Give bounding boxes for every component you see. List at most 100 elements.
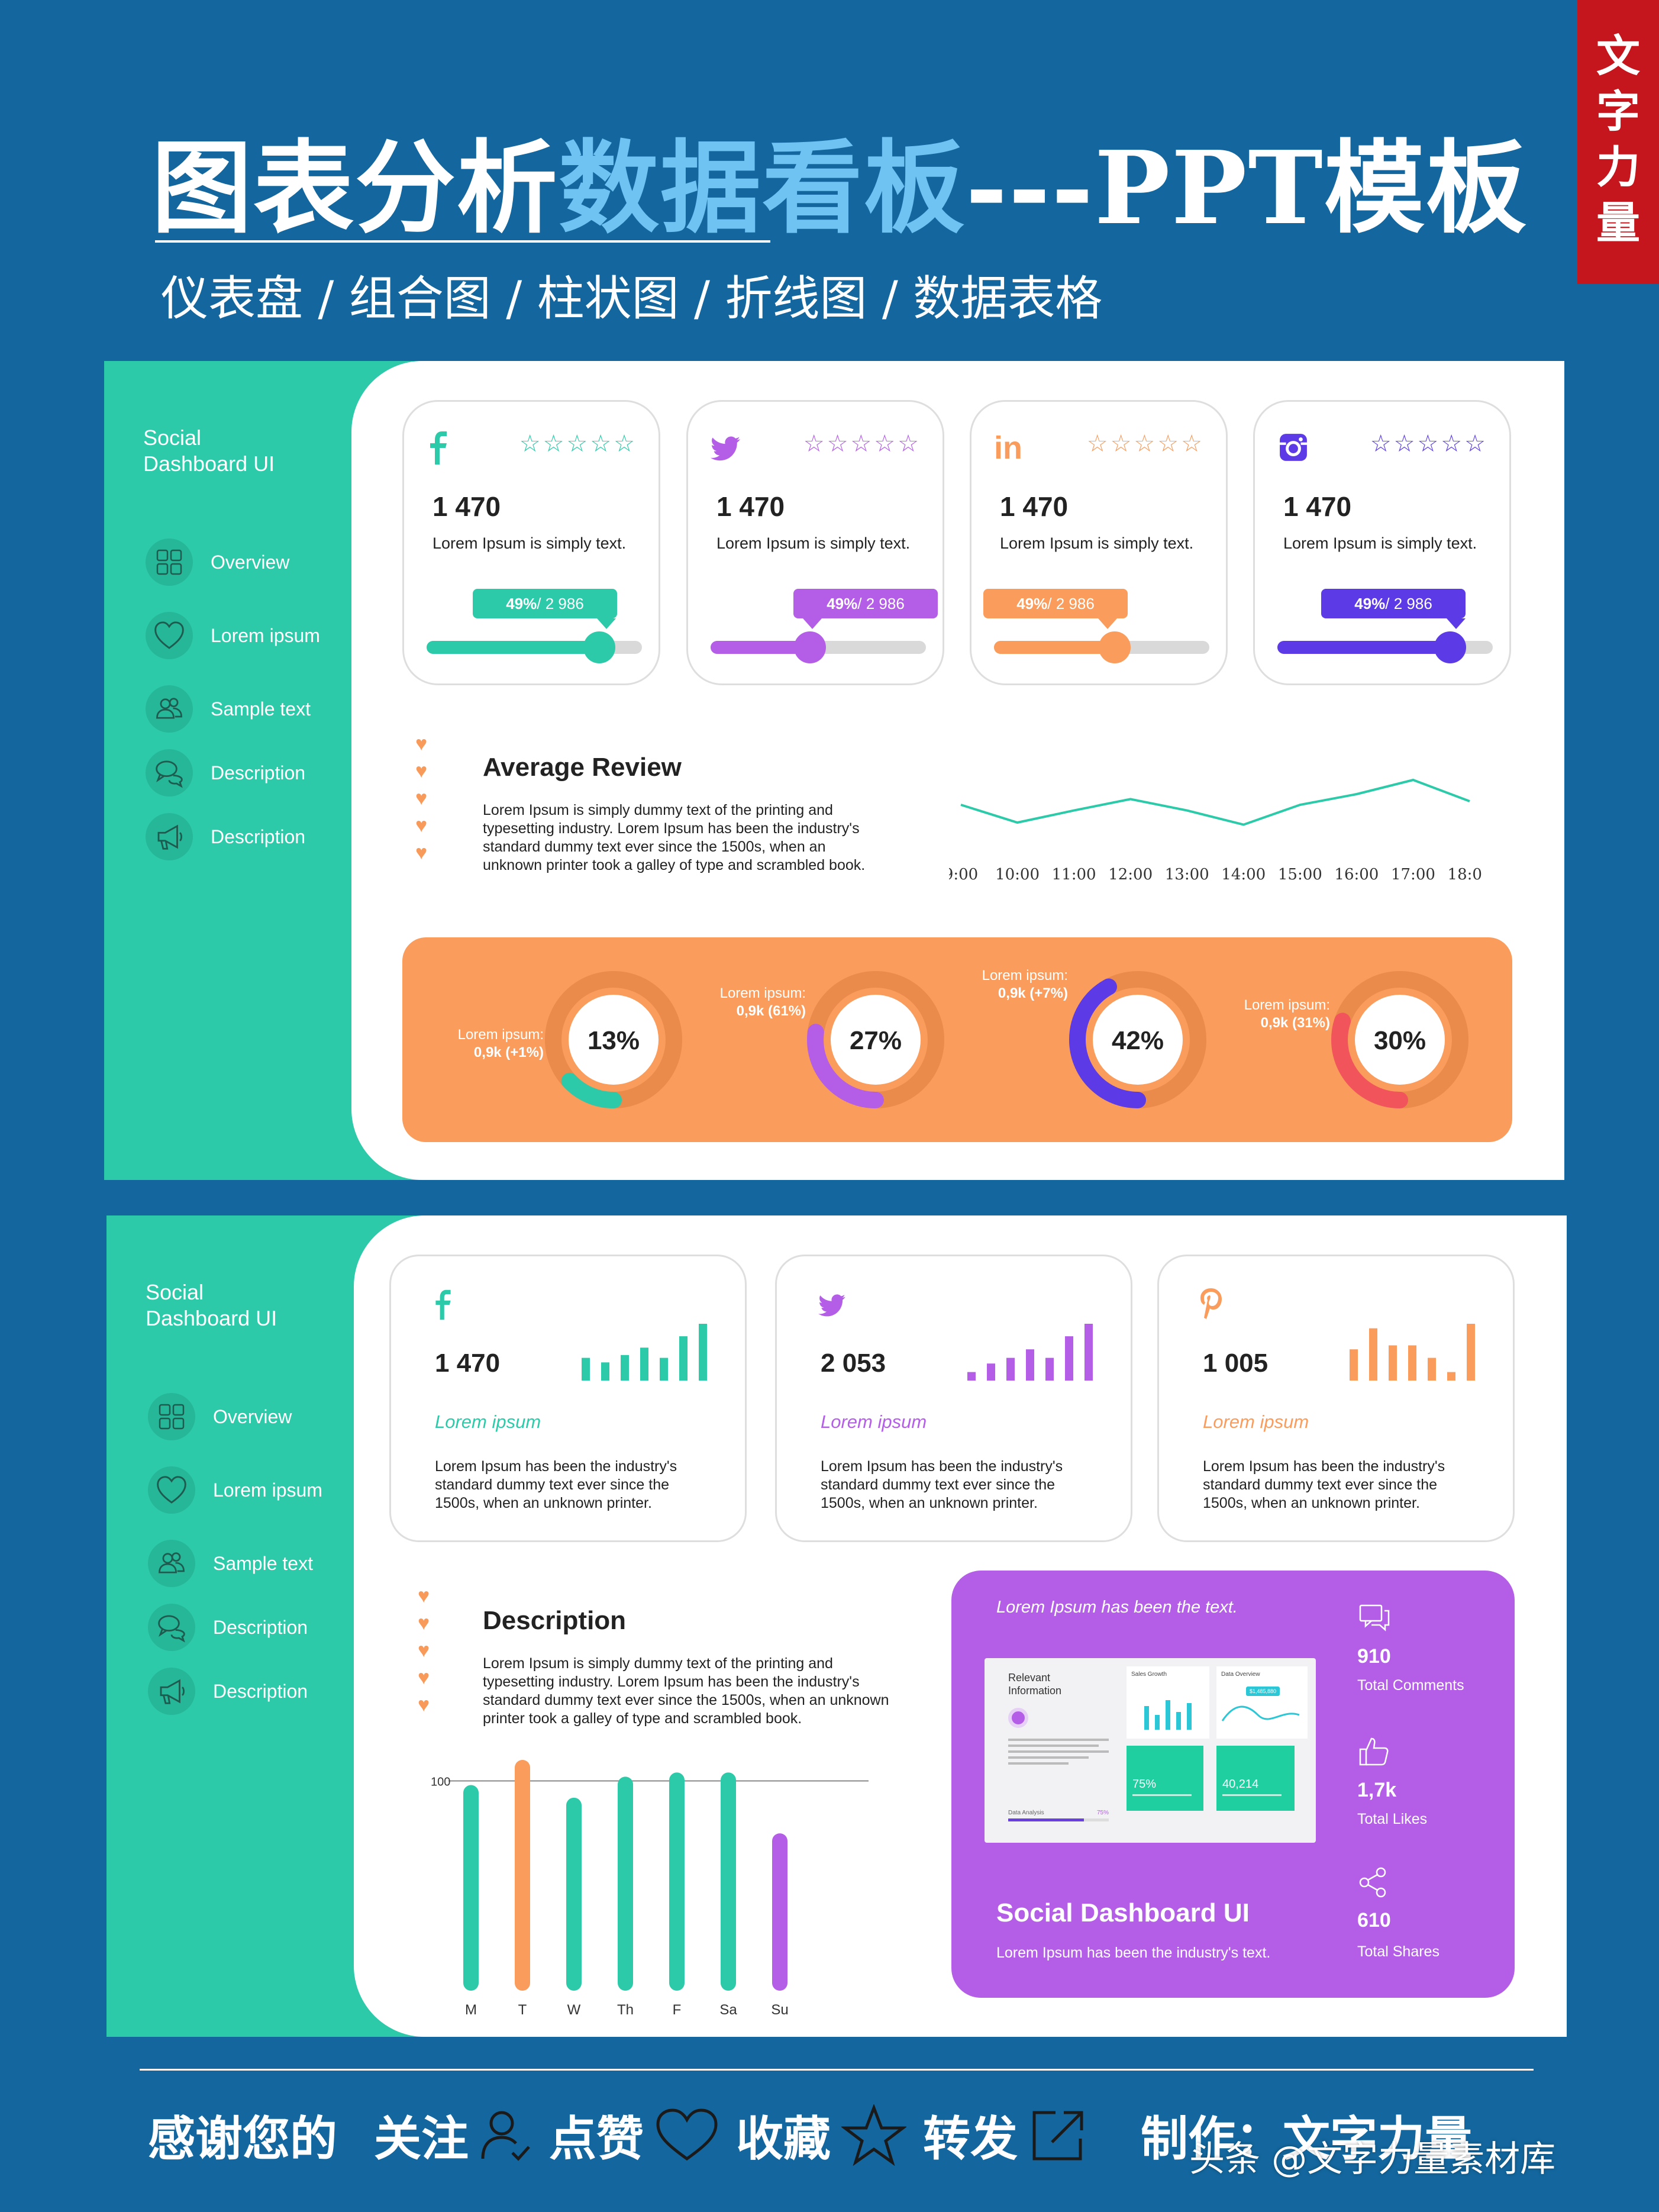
rating-stars[interactable]: ☆☆☆☆☆ [803, 431, 921, 457]
review-text: Lorem Ipsum is simply dummy text of the … [483, 802, 866, 873]
sidebar-item-label: Overview [213, 1405, 292, 1427]
gauge-label-name: Lorem ipsum: [457, 1027, 544, 1043]
x-tick-label: 15:00 [1278, 866, 1322, 883]
sidebar-item-description-1[interactable]: Description [146, 749, 320, 797]
sidebar-brand-line1: Social [143, 425, 202, 450]
progress-handle[interactable] [1099, 631, 1131, 663]
stat-card-twitter[interactable]: ☆☆☆☆☆ 1 470 Lorem Ipsum is simply text. … [686, 400, 944, 685]
star-outline-icon[interactable] [841, 2104, 906, 2166]
mini-bar [660, 1357, 668, 1381]
weekly-bar [566, 1797, 582, 1991]
progress-handle[interactable] [583, 631, 615, 663]
sidebar-item-overview[interactable]: Overview [146, 539, 320, 586]
twitter-icon [818, 1294, 845, 1320]
mini-bar [1085, 1324, 1093, 1381]
forward-icon[interactable] [1028, 2107, 1087, 2163]
x-tick-label: Su [771, 2002, 788, 2018]
heart-icon: ♥ [418, 1639, 430, 1662]
bar-card-facebook[interactable]: 1 470 Lorem ipsum Lorem Ipsum has been t… [389, 1255, 747, 1542]
title-underline [155, 240, 770, 243]
mini-bar-chart [582, 1324, 707, 1381]
mini-bar-chart [1350, 1324, 1475, 1381]
bar-card-twitter[interactable]: 2 053 Lorem ipsum Lorem Ipsum has been t… [775, 1255, 1132, 1542]
sidebar-item-lorem-ipsum[interactable]: Lorem ipsum [148, 1466, 322, 1514]
sidebar-item-overview[interactable]: Overview [148, 1393, 322, 1440]
facebook-icon [427, 431, 450, 467]
grid-icon [146, 539, 193, 586]
preview-analysis-pct: 75% [1096, 1810, 1109, 1816]
sidebar-brand-line2: Dashboard UI [146, 1306, 277, 1330]
footer-divider [140, 2069, 1534, 2071]
card-text: Lorem Ipsum has been the industry's stan… [1203, 1458, 1445, 1511]
mini-bar [1467, 1324, 1475, 1381]
sidebar-nav: Overview Lorem ipsum Sample text Descrip… [148, 1393, 322, 1715]
gauge-percent: 30% [1374, 1026, 1426, 1055]
card-caption: Lorem ipsum [435, 1411, 541, 1432]
stat-card-instagram[interactable]: ☆☆☆☆☆ 1 470 Lorem Ipsum is simply text. … [1253, 400, 1511, 685]
weekly-bar [721, 1772, 736, 1991]
footer-share[interactable]: 转发 [923, 2111, 1018, 2166]
follow-icon[interactable] [479, 2107, 532, 2163]
gauge-label-value: 0,9k (+1%) [473, 1044, 544, 1060]
page-title: 图表分析数据看板---PPT模板 [151, 107, 1528, 252]
gauge-label: Lorem ipsum: 0,9k (+7%) [982, 967, 1068, 1002]
bar-card-pinterest[interactable]: 1 005 Lorem ipsum Lorem Ipsum has been t… [1157, 1255, 1515, 1542]
summary-italic: Lorem Ipsum has been the text. [996, 1598, 1238, 1617]
stat-shares-label: Total Shares [1357, 1943, 1439, 1960]
mini-bar [1065, 1336, 1073, 1381]
y-tick-label: 100 [431, 1775, 450, 1788]
sidebar-item-description-2[interactable]: Description [148, 1668, 322, 1715]
footer-like[interactable]: 点赞 [549, 2111, 644, 2166]
x-tick-label: 13:00 [1165, 866, 1209, 883]
rating-stars[interactable]: ☆☆☆☆☆ [1370, 431, 1488, 457]
progress-percent: 49% [1354, 594, 1386, 612]
x-tick-label: F [673, 2002, 682, 2018]
mini-bar [967, 1372, 976, 1381]
rating-stars[interactable]: ☆☆☆☆☆ [519, 431, 637, 457]
stat-shares-value: 610 [1357, 1909, 1391, 1932]
sidebar-brand: Social Dashboard UI [143, 425, 275, 477]
mini-bar [1408, 1345, 1416, 1381]
weekly-bar [772, 1833, 787, 1991]
sidebar-item-lorem-ipsum[interactable]: Lorem ipsum [146, 612, 320, 659]
gauge-label-value: 0,9k (61%) [736, 1003, 806, 1019]
title-highlight: 数据看板 [559, 129, 966, 247]
sidebar-item-description-1[interactable]: Description [148, 1604, 322, 1651]
x-tick-label: 10:00 [995, 866, 1040, 883]
dashboard-preview[interactable]: Relevant Information Data Analysis 75% Sa… [985, 1658, 1316, 1843]
brand-stamp-text: 文字力量 [1596, 31, 1640, 249]
sidebar-item-label: Overview [211, 551, 290, 573]
sidebar-item-label: Description [213, 1680, 308, 1702]
mini-bar [621, 1355, 629, 1381]
card-value: 1 470 [435, 1349, 501, 1378]
gauge-label-name: Lorem ipsum: [719, 985, 806, 1001]
gauge: 27% [805, 969, 947, 1111]
progress-handle[interactable] [1434, 631, 1466, 663]
social-summary-card: Lorem Ipsum has been the text. Relevant … [951, 1571, 1515, 1998]
gauge-arc [1331, 971, 1468, 1108]
stat-card-facebook[interactable]: ☆☆☆☆☆ 1 470 Lorem Ipsum is simply text. … [402, 400, 660, 685]
mini-bar [1389, 1345, 1397, 1381]
mini-bar [1369, 1328, 1377, 1381]
brand-stamp: 文字力量 [1577, 0, 1659, 284]
mini-bar [1428, 1357, 1436, 1381]
progress-handle[interactable] [794, 631, 826, 663]
heart-outline-icon[interactable] [654, 2107, 719, 2163]
sidebar-item-sample-text[interactable]: Sample text [148, 1540, 322, 1587]
sidebar-item-description-2[interactable]: Description [146, 813, 320, 860]
instagram-icon [1279, 433, 1308, 465]
preview-kpi-1-value: 75% [1132, 1778, 1157, 1791]
preview-overview-label: Data Overview [1221, 1671, 1260, 1678]
stat-card-linkedin[interactable]: in ☆☆☆☆☆ 1 470 Lorem Ipsum is simply tex… [970, 400, 1228, 685]
rating-stars[interactable]: ☆☆☆☆☆ [1086, 431, 1205, 457]
gauge-percent: 27% [850, 1026, 902, 1055]
sidebar-brand-line1: Social [146, 1280, 204, 1304]
footer-follow[interactable]: 关注 [374, 2111, 469, 2166]
preview-avatar [1008, 1708, 1028, 1728]
x-tick-label: W [567, 2002, 581, 2018]
sidebar-item-sample-text[interactable]: Sample text [146, 685, 320, 733]
gauge-center [1093, 995, 1183, 1085]
stat-likes-value: 1,7k [1357, 1779, 1397, 1801]
review-series-line [960, 778, 1470, 826]
footer-collect[interactable]: 收藏 [736, 2111, 831, 2166]
